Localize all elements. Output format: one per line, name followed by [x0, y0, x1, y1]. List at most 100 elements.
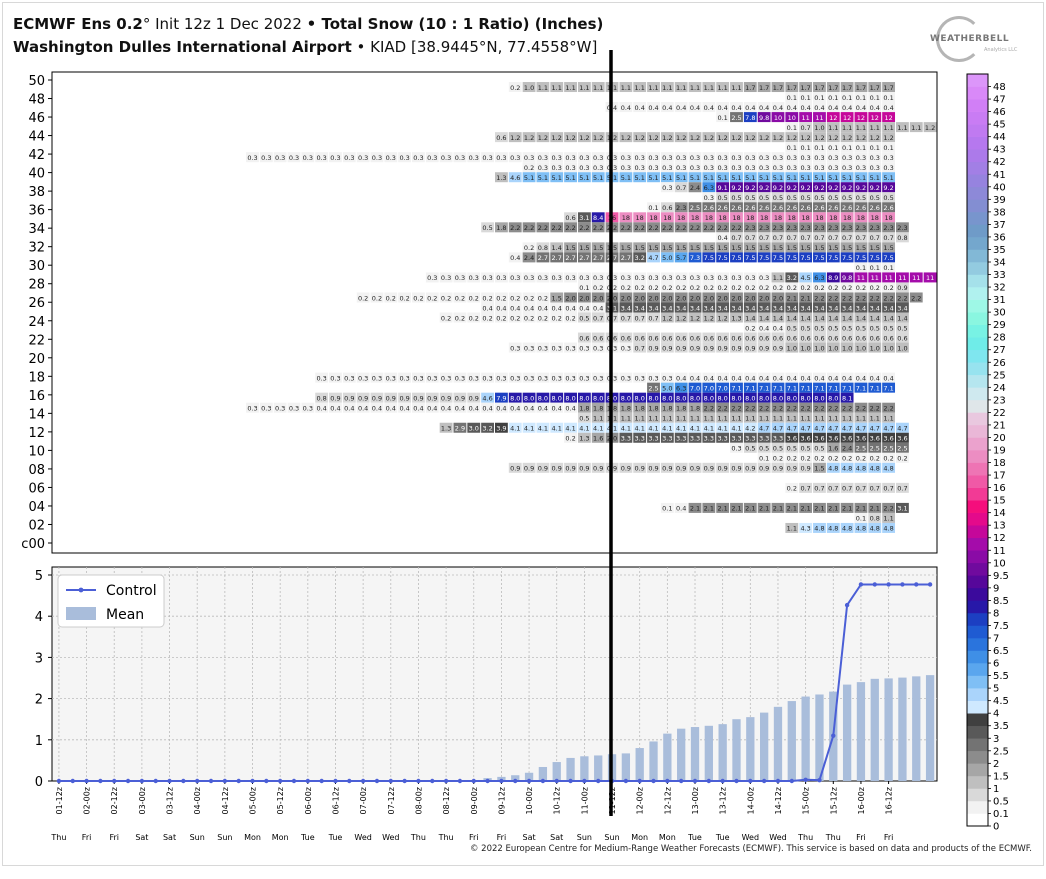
timeseries-xtick-label: 03-00z — [138, 787, 147, 814]
heatmap-ytick-label: 48 — [28, 93, 45, 108]
heatmap-cell-label: 0.9 — [469, 394, 479, 402]
heatmap-cell-label: 18 — [677, 214, 685, 222]
heatmap-cell — [771, 162, 785, 173]
heatmap-cell-label: 0.2 — [538, 294, 548, 302]
heatmap-cell-label: 18 — [691, 214, 699, 222]
heatmap-cell — [550, 422, 564, 433]
heatmap-cell — [660, 252, 674, 263]
heatmap-cell — [743, 162, 757, 173]
heatmap-cell-label: 0.9 — [676, 344, 686, 352]
heatmap-cell-label: 2.7 — [552, 254, 562, 262]
heatmap-cell-label: 1.1 — [717, 84, 727, 92]
heatmap-cell-label: 0.2 — [828, 455, 838, 463]
heatmap-cell-label: 0.9 — [759, 465, 769, 473]
heatmap-cell-label: 4.8 — [870, 525, 880, 533]
heatmap-cell-label: 1.5 — [731, 244, 741, 252]
heatmap-cell — [660, 202, 674, 213]
heatmap-cell-label: 3.4 — [842, 304, 852, 312]
colorbar-segment — [967, 211, 988, 225]
heatmap-cell-label: 1.5 — [717, 244, 727, 252]
heatmap-cell-label: 18 — [705, 214, 713, 222]
heatmap-cell-label: 0.6 — [676, 334, 686, 342]
heatmap-cell-label: 0.6 — [883, 334, 893, 342]
heatmap-cell-label: 0.9 — [759, 344, 769, 352]
heatmap-cell — [785, 142, 799, 153]
heatmap-cell-label: 1.5 — [552, 294, 562, 302]
colorbar-tick-label: 44 — [993, 132, 1006, 143]
heatmap-cell-label: 2.1 — [870, 505, 880, 513]
heatmap-cell — [577, 292, 591, 303]
heatmap-cell — [495, 302, 508, 313]
heatmap-cell-label: 18 — [746, 214, 754, 222]
heatmap-cell-label: 7.8 — [745, 114, 755, 122]
heatmap-cell — [508, 462, 522, 473]
heatmap-cell-label: 8.0 — [593, 394, 603, 402]
heatmap-cell-label: 0.3 — [717, 154, 727, 162]
heatmap-cell-label: 0.9 — [745, 465, 755, 473]
heatmap-cell-label: 0.2 — [704, 284, 714, 292]
heatmap-cell-label: 7.3 — [690, 254, 700, 262]
heatmap-cell-label: 0.3 — [773, 154, 783, 162]
colorbar-segment — [967, 124, 988, 137]
heatmap-cell-label: 2.5 — [648, 384, 658, 392]
control-point — [457, 778, 463, 784]
heatmap-cell — [702, 132, 716, 143]
heatmap-cell — [840, 132, 854, 143]
heatmap-cell-label: 0.3 — [413, 374, 423, 382]
heatmap-cell-label: 7.1 — [800, 384, 810, 392]
colorbar-segment — [967, 713, 988, 727]
timeseries-xtick-label: 13-00z — [691, 787, 700, 814]
heatmap-cell — [467, 402, 481, 413]
heatmap-cell — [743, 412, 757, 423]
colorbar-segment — [967, 475, 988, 488]
heatmap-cell — [730, 242, 743, 253]
heatmap-cell-label: 0.2 — [427, 294, 437, 302]
heatmap-cell — [868, 182, 882, 193]
heatmap-cell — [868, 192, 882, 203]
heatmap-cell-label: 0.7 — [814, 485, 824, 493]
day-label: Fri — [82, 833, 92, 842]
heatmap-cell — [730, 422, 743, 433]
heatmap-cell — [868, 342, 882, 353]
control-point — [347, 778, 352, 784]
heatmap-cell-label: 0.3 — [842, 164, 852, 172]
heatmap-cell-label: 4.7 — [800, 425, 810, 433]
heatmap-cell — [882, 482, 896, 493]
heatmap-cell — [467, 152, 481, 163]
heatmap-cell — [840, 332, 854, 343]
heatmap-cell-label: 0.3 — [441, 374, 451, 382]
heatmap-cell — [370, 152, 384, 163]
heatmap-cell — [550, 462, 564, 473]
heatmap-cell-label: 2.2 — [759, 404, 769, 412]
heatmap-cell — [757, 202, 771, 213]
heatmap-cell-label: 0.5 — [814, 324, 824, 332]
heatmap-cell-label: 1.8 — [676, 404, 686, 412]
heatmap-cell — [882, 162, 896, 173]
heatmap-cell-label: 0.3 — [787, 154, 797, 162]
heatmap-cell-label: 0.4 — [538, 404, 548, 412]
heatmap-cell-label: 0.3 — [635, 374, 645, 382]
heatmap-cell-label: 0.1 — [828, 94, 838, 102]
heatmap-cell-label: 0.2 — [787, 485, 797, 493]
heatmap-cell-label: 1.4 — [897, 314, 907, 322]
heatmap-cell — [771, 212, 785, 223]
control-point — [734, 778, 739, 784]
heatmap-cell-label: 4.6 — [482, 394, 492, 402]
heatmap-cell — [854, 432, 868, 443]
heatmap-cell — [826, 82, 840, 93]
heatmap-cell-label: 9.1 — [717, 184, 727, 192]
heatmap-cell-label: 4.1 — [593, 425, 603, 433]
heatmap-cell — [730, 332, 743, 343]
heatmap-cell-label: 1.1 — [704, 415, 714, 423]
timeseries-xtick-label: 02-00z — [83, 787, 92, 814]
heatmap-cell — [674, 302, 688, 313]
heatmap-cell — [826, 302, 840, 313]
heatmap-cell-label: 0.3 — [247, 154, 257, 162]
mean-bar — [787, 701, 796, 781]
heatmap-cell-label: 1.1 — [759, 415, 769, 423]
heatmap-cell — [536, 342, 550, 353]
heatmap-cell-label: 0.2 — [510, 294, 520, 302]
heatmap-cell-label: 1.4 — [800, 314, 810, 322]
heatmap-cell — [826, 382, 840, 393]
colorbar-tick-label: 31 — [993, 295, 1006, 306]
